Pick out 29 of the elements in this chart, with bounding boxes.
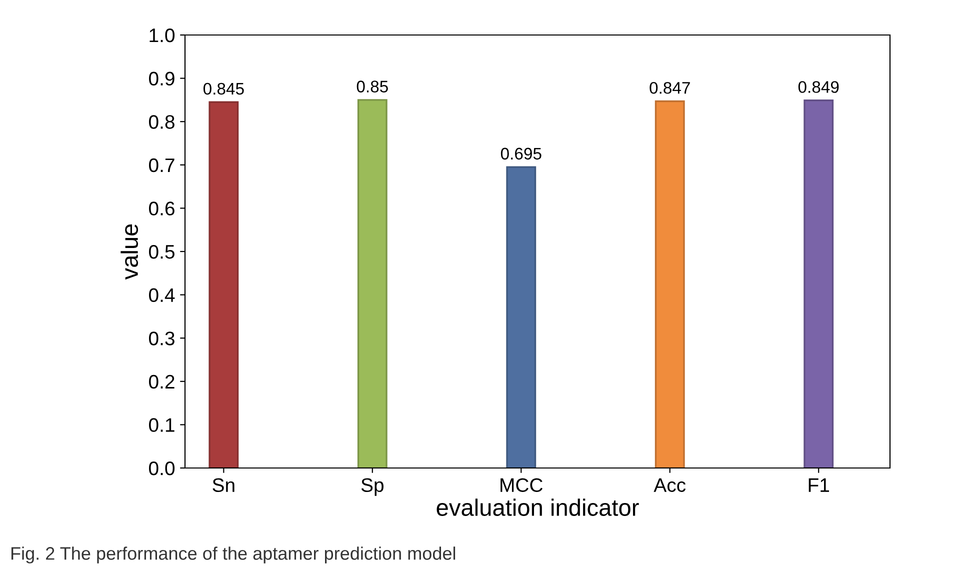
y-tick-label: 0.7 <box>149 158 174 172</box>
bar <box>804 100 834 468</box>
y-tick-label: 0.6 <box>149 202 174 216</box>
y-tick-label: 0.8 <box>149 115 174 129</box>
bar <box>506 166 536 468</box>
y-tick-label: 0.2 <box>149 374 174 389</box>
caption: Fig. 2 The performance of the aptamer prediction model <box>11 546 456 564</box>
data-label: 0.85 <box>356 80 388 92</box>
bar <box>654 100 685 468</box>
x-tick-label: F1 <box>808 478 830 492</box>
y-tick-label: 0.0 <box>149 461 175 476</box>
data-label: 0.845 <box>203 82 244 95</box>
y-tick-label: 0.4 <box>149 288 175 302</box>
y-tick-label: 0.1 <box>149 418 174 432</box>
x-tick-label: Sn <box>212 478 234 492</box>
x-axis-title: evaluation indicator <box>436 498 639 516</box>
x-tick-label: MCC <box>500 478 543 492</box>
y-tick-label: 0.3 <box>149 332 174 346</box>
data-label: 0.847 <box>650 82 690 94</box>
data-label: 0.695 <box>500 148 542 160</box>
bar <box>208 101 239 468</box>
y-tick-label: 0.5 <box>149 244 174 259</box>
bar <box>357 99 388 468</box>
y-tick-label: 0.9 <box>149 72 174 86</box>
y-tick-label: 1.0 <box>150 28 175 42</box>
x-tick-label: Sp <box>361 478 384 496</box>
x-tick-label: Acc <box>654 478 686 492</box>
data-label: 0.849 <box>798 81 839 93</box>
y-axis-title: value <box>120 224 138 280</box>
